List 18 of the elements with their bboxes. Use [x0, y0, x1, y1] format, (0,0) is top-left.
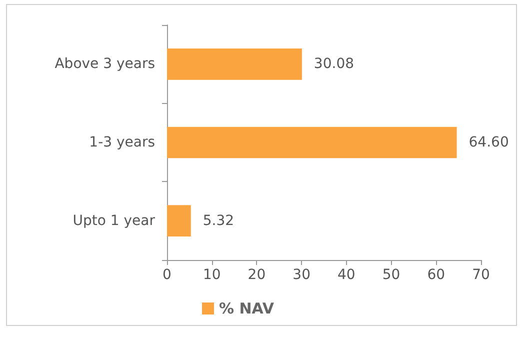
- data-label: 30.08: [314, 56, 354, 72]
- x-tick-label: 30: [292, 267, 310, 283]
- x-tick-label: 50: [382, 267, 400, 283]
- x-tick-label: 20: [248, 267, 266, 283]
- y-tick-label: 1-3 years: [89, 134, 155, 150]
- x-tick-label: 40: [338, 267, 356, 283]
- x-tick-label: 10: [202, 267, 221, 283]
- bar: [167, 126, 457, 158]
- bar: [167, 205, 191, 236]
- legend-label: % NAV: [219, 300, 274, 318]
- data-label: 5.32: [202, 212, 234, 229]
- x-tick-label: 60: [427, 267, 446, 283]
- y-tick-label: Upto 1 year: [72, 212, 156, 229]
- y-tick-label: Above 3 years: [54, 56, 155, 72]
- x-tick-label: 70: [472, 267, 490, 283]
- x-tick-label: 0: [162, 267, 172, 283]
- bar: [167, 48, 302, 80]
- data-label: 64.60: [468, 134, 509, 150]
